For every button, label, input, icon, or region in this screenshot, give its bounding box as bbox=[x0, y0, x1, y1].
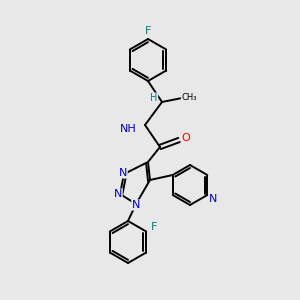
Text: N: N bbox=[209, 194, 218, 203]
Text: NH: NH bbox=[120, 124, 137, 134]
Text: N: N bbox=[132, 200, 140, 210]
Text: H: H bbox=[150, 93, 158, 103]
Text: F: F bbox=[151, 222, 157, 232]
Text: O: O bbox=[182, 133, 190, 143]
Text: F: F bbox=[145, 26, 151, 36]
Text: N: N bbox=[119, 168, 127, 178]
Text: CH₃: CH₃ bbox=[181, 94, 197, 103]
Text: N: N bbox=[114, 189, 122, 199]
